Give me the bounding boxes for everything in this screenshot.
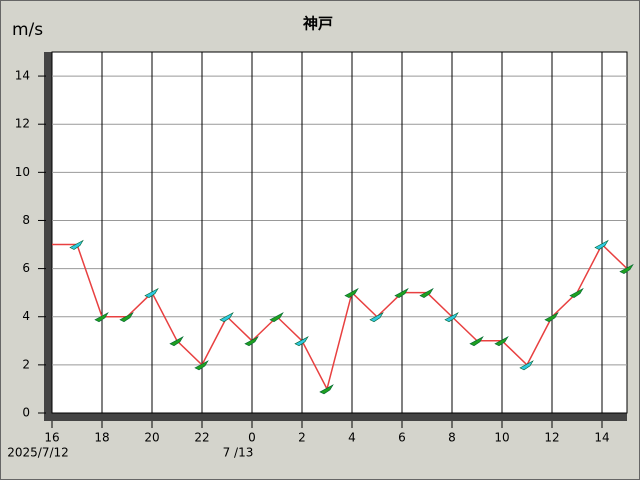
y-tick-label: 10 [15, 165, 30, 179]
wind-marker [569, 287, 584, 299]
wind-marker [619, 263, 634, 274]
y-tick-label: 6 [22, 261, 30, 275]
wind-marker [219, 311, 234, 323]
wind-marker [144, 287, 159, 299]
chart-title: 神戸 [303, 15, 333, 33]
y-tick-label: 0 [22, 406, 30, 420]
x-tick-label: 14 [594, 431, 609, 445]
y-tick-label: 14 [15, 69, 30, 83]
wind-marker [319, 384, 334, 395]
axis-shadow [44, 413, 627, 421]
wind-marker [169, 336, 184, 347]
wind-marker [94, 311, 109, 323]
x-tick-label: 8 [448, 431, 456, 445]
x-tick-label: 6 [398, 431, 406, 445]
wind-marker [344, 287, 359, 299]
x-tick-label: 4 [348, 431, 356, 445]
x-tick-label: 10 [494, 431, 509, 445]
wind-marker [394, 287, 409, 299]
wind-marker [544, 311, 559, 323]
wind-marker [444, 311, 459, 323]
x-date-label: 2025/7/12 [7, 446, 69, 460]
wind-marker [244, 336, 259, 347]
x-tick-label: 20 [144, 431, 159, 445]
y-tick-label: 2 [22, 357, 30, 371]
wind-marker [119, 311, 134, 323]
x-tick-label: 22 [194, 431, 209, 445]
x-tick-label: 16 [44, 431, 59, 445]
x-tick-label: 12 [544, 431, 559, 445]
wind-marker [469, 336, 484, 347]
wind-marker [519, 360, 534, 371]
y-tick-label: 4 [22, 309, 30, 323]
axis-shadow [44, 52, 52, 421]
wind-marker [69, 239, 84, 250]
x-tick-label: 0 [248, 431, 256, 445]
wind-marker [594, 239, 609, 250]
x-date-label: 7 /13 [223, 446, 254, 460]
unit-label: m/s [12, 20, 43, 40]
wind-marker [194, 360, 209, 371]
x-tick-label: 18 [94, 431, 109, 445]
y-tick-label: 12 [15, 117, 30, 131]
y-tick-label: 8 [22, 213, 30, 227]
wind-marker [294, 336, 309, 347]
x-tick-label: 2 [298, 431, 306, 445]
wind-marker [269, 311, 284, 323]
wind-marker [494, 336, 509, 347]
wind-marker [419, 287, 434, 299]
plot-area [51, 51, 628, 414]
wind-marker [369, 311, 384, 323]
